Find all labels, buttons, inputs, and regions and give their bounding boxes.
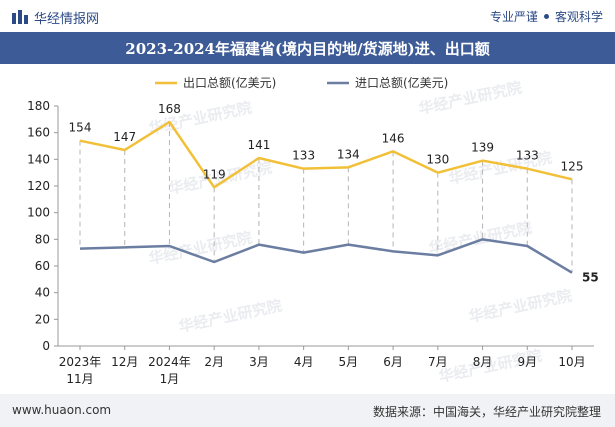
tag-left: 专业严谨: [489, 10, 538, 24]
y-tick-label: 40: [35, 286, 50, 300]
x-tick-label: 5月: [339, 355, 359, 369]
export-data-label: 139: [471, 141, 494, 155]
y-tick-label: 140: [27, 152, 50, 166]
watermark-text: 华经产业研究院: [177, 296, 283, 335]
y-tick-label: 0: [42, 339, 50, 353]
x-tick-label: 3月: [249, 355, 269, 369]
export-data-label: 146: [382, 131, 405, 145]
import-data-label: 55: [582, 271, 599, 285]
top-bar: 华经情报网 专业严谨 客观科学: [0, 0, 615, 32]
export-series-line: [79, 120, 573, 189]
watermark-text: 华经产业研究院: [427, 218, 533, 257]
legend-label-export: 出口总额(亿美元): [183, 75, 276, 90]
brand-name: 华经情报网: [34, 11, 100, 27]
chart-title: 2023-2024年福建省(境内目的地/货源地)进、出口额: [125, 39, 490, 58]
footer-site[interactable]: www.huaon.com: [12, 403, 112, 417]
watermark-text: 华经产业研究院: [467, 286, 573, 325]
export-data-label: 133: [516, 149, 539, 163]
chart-title-bar: 2023-2024年福建省(境内目的地/货源地)进、出口额: [0, 32, 615, 64]
x-tick-label: 11月: [66, 372, 93, 386]
export-data-label: 154: [69, 121, 92, 135]
export-data-label: 147: [113, 130, 136, 144]
export-data-label: 168: [158, 102, 181, 116]
y-tick-label: 180: [27, 99, 50, 113]
x-tick-label: 2024年: [148, 355, 191, 369]
footer: www.huaon.com 数据来源：中国海关，华经产业研究院整理: [0, 394, 615, 427]
brand-logo-icon: [12, 10, 28, 24]
x-tick-label: 12月: [111, 355, 138, 369]
import-series-line: [79, 238, 573, 274]
y-tick-label: 160: [27, 126, 50, 140]
x-tick-label: 2月: [204, 355, 224, 369]
brand[interactable]: 华经情报网: [12, 7, 99, 27]
y-tick-label: 60: [35, 259, 50, 273]
watermark-text: 华经产业研究院: [147, 228, 253, 267]
x-tick-label: 10月: [558, 355, 585, 369]
export-data-label: 141: [247, 138, 270, 152]
x-tick-label: 2023年: [59, 355, 102, 369]
x-tick-label: 4月: [294, 355, 314, 369]
export-data-label: 119: [203, 167, 226, 181]
x-tick-label: 1月: [160, 372, 180, 386]
x-tick-label: 8月: [473, 355, 493, 369]
x-tick-label: 9月: [517, 355, 537, 369]
bullet-icon: [543, 14, 549, 19]
export-data-label: 134: [337, 147, 360, 161]
y-tick-label: 80: [35, 232, 50, 246]
y-tick-label: 100: [27, 206, 50, 220]
export-data-label: 130: [426, 153, 449, 167]
legend-label-import: 进口总额(亿美元): [355, 75, 448, 90]
export-data-label: 133: [292, 149, 315, 163]
footer-source: 数据来源：中国海关，华经产业研究院整理: [372, 405, 601, 419]
export-data-label: 125: [561, 159, 584, 173]
x-tick-label: 6月: [383, 355, 403, 369]
tag-right: 客观科学: [554, 10, 603, 24]
tagline: 专业严谨 客观科学: [490, 8, 603, 25]
x-tick-label: 7月: [428, 355, 448, 369]
y-tick-label: 20: [35, 312, 50, 326]
y-tick-label: 120: [27, 179, 50, 193]
